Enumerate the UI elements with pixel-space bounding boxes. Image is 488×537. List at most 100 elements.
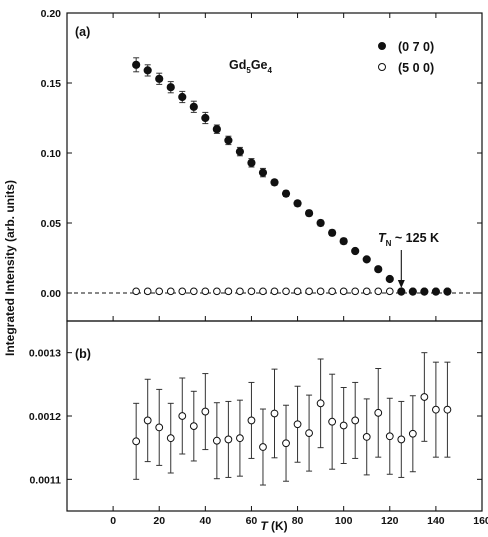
panel-b-label: (b) xyxy=(75,347,91,361)
point-070 xyxy=(166,83,175,92)
point-b xyxy=(259,443,267,451)
point-070 xyxy=(420,287,429,296)
point-500 xyxy=(247,287,256,296)
point-500 xyxy=(143,287,152,296)
x-tick-label: 60 xyxy=(246,515,258,527)
panel-b-marks xyxy=(132,352,452,486)
point-070 xyxy=(247,158,256,167)
point-500 xyxy=(155,287,164,296)
x-tick-label: 0 xyxy=(110,515,116,527)
x-tick-label: 80 xyxy=(292,515,304,527)
neel-arrow-head xyxy=(397,280,405,288)
panel-a-label: (a) xyxy=(75,25,90,39)
point-500 xyxy=(293,287,302,296)
point-b xyxy=(143,416,152,425)
point-070 xyxy=(143,66,152,75)
point-b xyxy=(408,429,417,438)
point-b xyxy=(212,436,221,445)
point-500 xyxy=(190,287,198,296)
point-b xyxy=(155,423,164,432)
panel-a-ytick-label: 0.10 xyxy=(41,148,62,160)
point-500 xyxy=(351,287,359,296)
x-tick-label: 20 xyxy=(153,515,165,527)
legend: (0 7 0) (5 0 0) xyxy=(378,40,434,75)
point-500 xyxy=(328,287,336,296)
point-070 xyxy=(385,274,394,284)
point-b xyxy=(328,417,337,426)
point-070 xyxy=(408,287,417,296)
panel-b-ytick-label: 0.0012 xyxy=(29,411,61,423)
point-500 xyxy=(236,287,244,296)
point-070 xyxy=(201,113,210,123)
panel-a-ytick-label: 0.00 xyxy=(41,288,62,300)
point-500 xyxy=(213,287,221,296)
x-tick-label: 160 xyxy=(473,515,488,527)
point-500 xyxy=(316,287,325,296)
point-500 xyxy=(259,287,267,296)
point-500 xyxy=(132,287,140,296)
panel-a-ytick-label: 0.20 xyxy=(41,8,62,20)
panel-a-ytick-label: 0.15 xyxy=(41,78,62,90)
neel-temperature-label: TN ~ 125 K xyxy=(378,231,439,248)
point-070 xyxy=(374,265,383,274)
y-axis-title: Integrated Intensity (arb. units) xyxy=(3,180,17,356)
point-500 xyxy=(374,287,383,296)
point-500 xyxy=(305,287,313,296)
x-tick-label: 120 xyxy=(381,515,399,527)
point-b xyxy=(166,434,175,443)
point-500 xyxy=(166,287,175,296)
point-070 xyxy=(316,218,325,228)
point-b xyxy=(351,416,360,425)
panel-b-ytick-label: 0.0011 xyxy=(29,474,61,486)
panel-b-ytick-label: 0.0013 xyxy=(29,348,61,360)
panel-a-marks xyxy=(132,57,452,296)
point-500 xyxy=(385,287,394,296)
point-b xyxy=(374,408,383,417)
x-tick-label: 140 xyxy=(427,515,445,527)
point-070 xyxy=(212,125,221,134)
point-b xyxy=(247,416,256,425)
point-b xyxy=(431,405,440,414)
point-b xyxy=(339,421,348,430)
point-500 xyxy=(201,287,210,296)
point-b xyxy=(385,432,394,441)
compound-label: Gd5Ge4 xyxy=(229,58,273,75)
point-b xyxy=(282,439,290,448)
point-b xyxy=(443,405,452,414)
point-b xyxy=(201,407,210,416)
point-070 xyxy=(397,287,406,296)
point-b xyxy=(420,393,429,401)
point-500 xyxy=(224,287,233,296)
panel-b-ticks: 0.0011 0.0012 0.0013 xyxy=(29,348,482,486)
panel-a-ticks: 0.00 0.05 0.10 0.15 0.20 xyxy=(41,8,482,300)
panel-a-ytick-label: 0.05 xyxy=(41,218,62,230)
x-axis-title: T (K) xyxy=(260,519,287,533)
point-b xyxy=(224,435,233,444)
point-070 xyxy=(328,228,337,237)
point-070 xyxy=(281,189,291,198)
point-070 xyxy=(362,255,371,264)
point-070 xyxy=(132,60,141,69)
point-b xyxy=(316,399,325,408)
point-070 xyxy=(258,168,268,177)
point-500 xyxy=(362,287,371,296)
point-500 xyxy=(339,287,348,296)
point-070 xyxy=(235,147,245,156)
point-500 xyxy=(178,287,187,296)
point-500 xyxy=(282,287,290,296)
point-b xyxy=(293,420,302,429)
point-b xyxy=(270,409,279,418)
point-070 xyxy=(189,102,198,111)
point-b xyxy=(132,437,141,446)
legend-marker-070 xyxy=(378,42,386,50)
point-b xyxy=(236,434,244,443)
legend-marker-500 xyxy=(378,63,386,71)
point-b xyxy=(305,429,313,438)
point-070 xyxy=(351,246,360,256)
point-b xyxy=(362,433,371,441)
point-b xyxy=(189,422,198,431)
point-070 xyxy=(224,136,233,145)
point-070 xyxy=(178,92,187,102)
point-070 xyxy=(293,199,302,208)
